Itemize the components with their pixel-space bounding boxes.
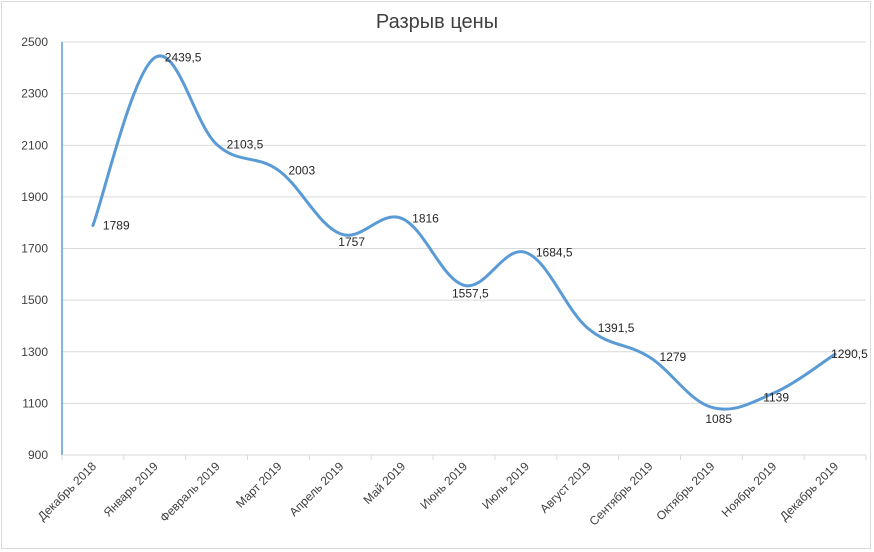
data-label: 1391,5 — [598, 321, 635, 335]
x-tick-label: Декабрь 2018 — [35, 459, 99, 523]
y-tick-label: 1900 — [21, 190, 48, 204]
y-tick-label: 1700 — [21, 242, 48, 256]
data-label: 1684,5 — [536, 246, 573, 260]
x-tick-label: Март 2019 — [233, 459, 285, 511]
y-tick-label: 900 — [28, 448, 48, 462]
data-label: 1085 — [705, 412, 732, 426]
data-label: 2103,5 — [227, 137, 264, 151]
x-tick-label: Февраль 2019 — [157, 459, 223, 525]
data-label: 2003 — [288, 163, 315, 177]
x-tick-label: Сентябрь 2019 — [587, 459, 656, 528]
x-tick-label: Ноябрь 2019 — [719, 459, 780, 520]
data-label: 1279 — [660, 350, 687, 364]
gridlines — [62, 41, 866, 404]
y-tick-label: 2300 — [21, 87, 48, 101]
y-tick-label: 1100 — [22, 396, 48, 410]
data-label: 1816 — [412, 212, 439, 226]
x-tick-label: Декабрь 2019 — [777, 459, 841, 523]
data-label: 1789 — [103, 219, 130, 233]
y-tick-label: 2500 — [21, 35, 48, 49]
data-label: 1290,5 — [831, 347, 868, 361]
data-labels: 1789 2439,5 2103,5 2003 1757 1816 1557,5 1684,5… — [103, 51, 868, 427]
chart-title: Разрыв цены — [375, 11, 499, 33]
y-axis: 900 1100 1300 1500 1700 1900 2100 2300 2500 — [21, 35, 63, 462]
y-tick-label: 2100 — [21, 138, 48, 152]
series-group — [91, 54, 837, 411]
y-tick-label: 1300 — [21, 345, 48, 359]
y-tick-label: 1500 — [21, 293, 48, 307]
x-tick-label: Май 2019 — [361, 459, 409, 507]
x-tick-label: Апрель 2019 — [287, 459, 347, 519]
data-label: 1557,5 — [452, 286, 489, 300]
x-tick-label: Июнь 2019 — [417, 459, 470, 512]
series-line — [91, 54, 837, 411]
x-tick-label: Июль 2019 — [479, 459, 532, 512]
data-label: 2439,5 — [165, 51, 202, 65]
x-tick-label: Январь 2019 — [101, 459, 161, 519]
x-tick-label: Август 2019 — [537, 459, 594, 516]
data-label: 1757 — [338, 235, 365, 249]
data-label: 1139 — [763, 390, 789, 404]
x-tick-label: Октябрь 2019 — [653, 459, 717, 523]
